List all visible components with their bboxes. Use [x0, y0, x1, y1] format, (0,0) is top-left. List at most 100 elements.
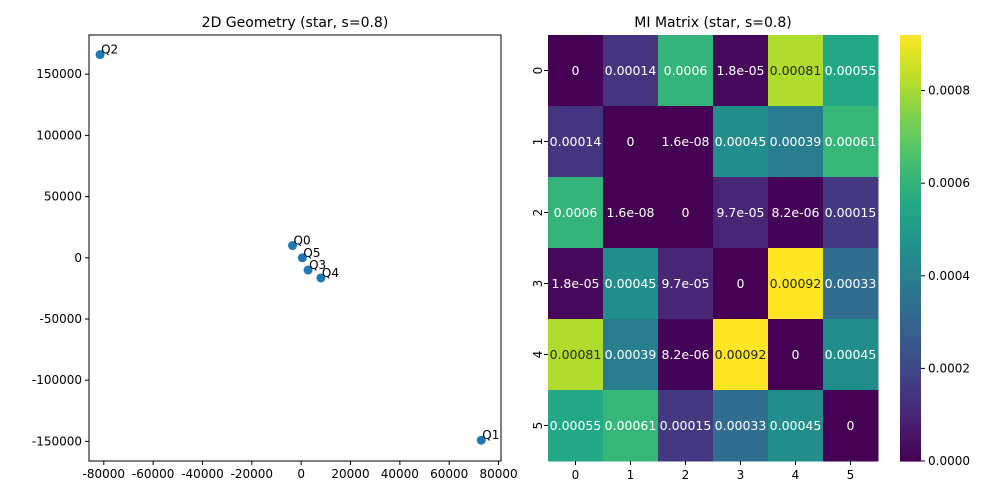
colorbar-segment	[900, 91, 921, 96]
row-tick-label: 4	[531, 351, 545, 359]
heatmap-cell	[768, 390, 824, 462]
colorbar-segment	[900, 375, 921, 380]
colorbar-segment	[900, 450, 921, 455]
scatter-chart: 2D Geometry (star, s=0.8) -80000 -60000 -4…	[32, 15, 518, 481]
x-tick-label: -60000	[132, 467, 175, 481]
row-tick-label: 3	[531, 280, 545, 288]
heatmap-cell	[658, 177, 714, 249]
heatmap-cell	[548, 106, 604, 178]
colorbar-segment	[900, 113, 921, 118]
colorbar-segment	[900, 343, 921, 348]
colorbar-tick-label: 0.0006	[928, 176, 970, 190]
colorbar-segment	[900, 187, 921, 192]
colorbar-segment	[900, 205, 921, 210]
cell-annotation: 0	[572, 63, 580, 78]
colorbar-segment	[900, 223, 921, 228]
colorbar-segment	[900, 70, 921, 75]
cell-annotation: 0.00055	[550, 418, 602, 433]
cell-annotation: 0.00061	[605, 418, 657, 433]
colorbar-segment	[900, 297, 921, 302]
scatter-point-q0	[288, 241, 298, 251]
y-tick-label: 100000	[36, 128, 82, 142]
heatmap-cell	[603, 319, 659, 391]
colorbar-segment	[900, 208, 921, 214]
x-tick-label: 40000	[381, 467, 419, 481]
colorbar-segment	[900, 56, 921, 61]
point-label: Q5	[303, 246, 320, 260]
point-label: Q1	[482, 428, 499, 442]
colorbar-segment	[900, 137, 921, 143]
colorbar-segment	[900, 358, 921, 363]
colorbar-segment	[900, 372, 921, 377]
colorbar-segment	[900, 169, 921, 175]
colorbar-segment	[900, 180, 921, 185]
x-tick-label: 60000	[430, 467, 468, 481]
colorbar-segment	[900, 148, 921, 153]
colorbar-segment	[900, 42, 921, 47]
colorbar-segment	[900, 414, 921, 419]
heatmap-cell	[713, 177, 769, 249]
heatmap-cells: 0 0.00014 0.0006 1.8e-05 0.00081 0.000550.000…	[548, 35, 879, 462]
colorbar-segment	[900, 120, 921, 125]
colorbar-segment	[900, 361, 921, 366]
colorbar-segment	[900, 219, 921, 224]
cell-annotation: 0.0006	[554, 205, 598, 220]
heatmap-cell	[658, 35, 714, 107]
heatmap-cell	[823, 177, 879, 249]
colorbar-segment	[900, 446, 921, 451]
colorbar-segment	[900, 443, 921, 448]
colorbar-segment	[900, 272, 921, 277]
colorbar-segment	[900, 340, 921, 345]
colorbar-segment	[900, 240, 921, 246]
colorbar-segment	[900, 407, 921, 412]
colorbar-segment	[900, 226, 921, 231]
x-tick-label: 0	[297, 467, 305, 481]
x-tick-label: 80000	[479, 467, 517, 481]
colorbar-segment	[900, 145, 921, 150]
colorbar-segment	[900, 52, 921, 57]
heatmap-cell	[713, 35, 769, 107]
cell-annotation: 9.7e-05	[662, 276, 710, 291]
colorbar-segment	[900, 237, 921, 242]
cell-annotation: 0.00081	[550, 347, 602, 362]
y-tick-label: 150000	[36, 67, 82, 81]
cell-annotation: 0.00045	[605, 276, 657, 291]
cell-annotation: 0	[847, 418, 855, 433]
col-tick-label: 2	[682, 468, 690, 482]
colorbar-segment	[900, 198, 921, 203]
col-tick-label: 0	[572, 468, 580, 482]
col-tick-label: 1	[627, 468, 635, 482]
point-label: Q0	[294, 234, 311, 248]
colorbar-segment	[900, 432, 921, 437]
colorbar-segment	[900, 283, 921, 288]
colorbar-segment	[900, 230, 921, 235]
colorbar-segment	[900, 326, 921, 331]
colorbar-segment	[900, 411, 921, 416]
cell-annotation: 0.00061	[825, 134, 877, 149]
cell-annotation: 0.00045	[825, 347, 877, 362]
heatmap-cell	[768, 177, 824, 249]
colorbar-segment	[900, 258, 921, 263]
colorbar-segment	[900, 397, 921, 402]
colorbar-segment	[900, 393, 921, 398]
colorbar-segment	[900, 159, 921, 164]
colorbar-segment	[900, 45, 921, 50]
colorbar-segment	[900, 390, 921, 395]
colorbar-segment	[900, 248, 921, 253]
colorbar-segment	[900, 347, 921, 352]
heatmap-cell	[713, 248, 769, 320]
colorbar-segment	[900, 439, 921, 444]
heatmap-cell	[658, 248, 714, 320]
heatmap-cell	[658, 106, 714, 178]
cell-annotation: 1.8e-05	[717, 63, 765, 78]
heatmap-cell	[603, 177, 659, 249]
colorbar-segment	[900, 212, 921, 217]
colorbar-segment	[900, 141, 921, 146]
heatmap-cell	[548, 35, 604, 107]
cell-annotation: 0.00015	[660, 418, 712, 433]
colorbar-segment	[900, 251, 921, 256]
colorbar-segment	[900, 319, 921, 324]
row-tick-label: 0	[531, 67, 545, 75]
cell-annotation: 1.8e-05	[552, 276, 600, 291]
